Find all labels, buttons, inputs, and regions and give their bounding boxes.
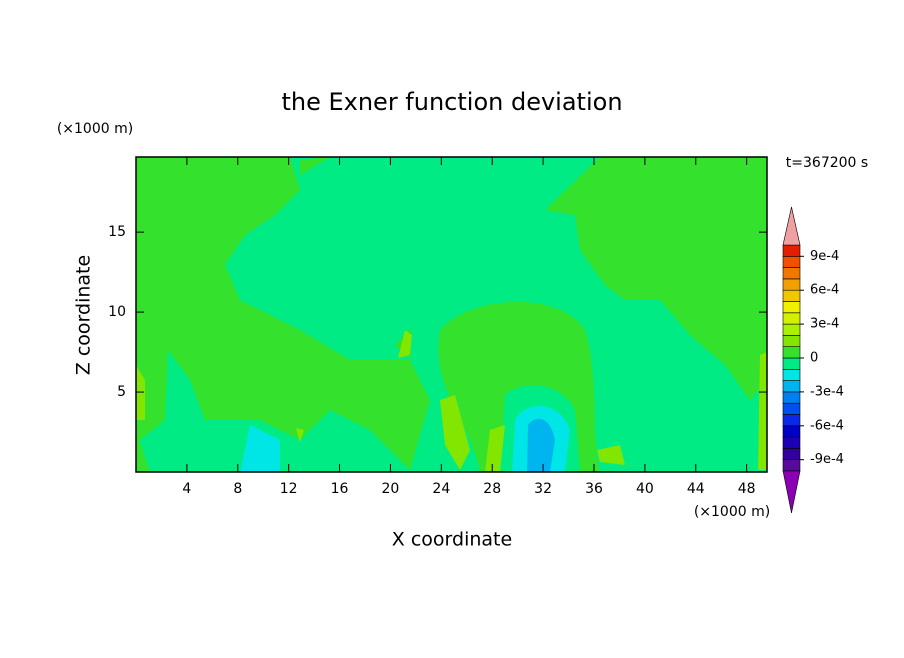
y-axis-title: Z coordinate bbox=[73, 255, 95, 375]
colorbar-label: 9e-4 bbox=[810, 249, 839, 264]
colorbar-box bbox=[782, 335, 801, 347]
colorbar-label: 6e-4 bbox=[810, 283, 839, 298]
y-tick-label: 15 bbox=[108, 224, 126, 240]
colorbar-box bbox=[782, 448, 801, 460]
colorbar-box bbox=[782, 459, 801, 472]
y-tick-label: 10 bbox=[108, 304, 126, 320]
colorbar-box bbox=[782, 436, 801, 449]
y-unit: (×1000 m) bbox=[57, 121, 133, 137]
colorbar-box bbox=[782, 346, 801, 359]
x-tick-label: 36 bbox=[585, 481, 603, 497]
x-tick-label: 16 bbox=[331, 481, 349, 497]
colorbar-box bbox=[782, 289, 801, 302]
x-tick-label: 24 bbox=[432, 481, 450, 497]
x-tick-label: 28 bbox=[483, 481, 501, 497]
x-tick-label: 8 bbox=[233, 481, 242, 497]
colorbar-extend bbox=[782, 470, 801, 514]
contour-region bbox=[136, 352, 767, 472]
colorbar-box bbox=[782, 391, 801, 404]
colorbar-box bbox=[782, 255, 801, 268]
contour-region bbox=[527, 418, 555, 472]
x-tick-label: 4 bbox=[182, 481, 191, 497]
colorbar-label: 3e-4 bbox=[810, 317, 839, 332]
x-tick-label: 12 bbox=[280, 481, 298, 497]
colorbar-label: -9e-4 bbox=[810, 452, 844, 467]
colorbar-box bbox=[782, 278, 801, 291]
colorbar-box bbox=[782, 380, 801, 393]
plot-frame bbox=[135, 156, 768, 473]
colorbar-box bbox=[782, 312, 801, 325]
colorbar-box bbox=[782, 425, 801, 438]
x-tick-label: 20 bbox=[382, 481, 400, 497]
contour-region bbox=[398, 330, 412, 358]
colorbar-box bbox=[782, 323, 801, 336]
colorbar-label: 0 bbox=[810, 351, 818, 366]
annotation: t=367200 s bbox=[786, 155, 868, 171]
colorbar-box bbox=[782, 402, 801, 415]
colorbar-label: -6e-4 bbox=[810, 418, 844, 433]
field bbox=[136, 157, 767, 472]
x-tick-label: 40 bbox=[636, 481, 654, 497]
colorbar-extend bbox=[782, 206, 801, 246]
colorbar-box bbox=[782, 267, 801, 280]
contour-region bbox=[136, 157, 767, 472]
colorbar-box bbox=[782, 368, 801, 381]
colorbar-box bbox=[782, 244, 801, 257]
colorbar-box bbox=[782, 357, 801, 370]
colorbar-box bbox=[782, 301, 801, 314]
x-tick-label: 48 bbox=[738, 481, 756, 497]
y-tick-label: 5 bbox=[117, 384, 126, 400]
contour-region bbox=[650, 350, 735, 472]
colorbar-label: -3e-4 bbox=[810, 384, 844, 399]
chart-title: the Exner function deviation bbox=[281, 88, 622, 116]
x-tick-label: 44 bbox=[687, 481, 705, 497]
x-tick-label: 32 bbox=[534, 481, 552, 497]
x-unit: (×1000 m) bbox=[694, 504, 770, 520]
colorbar-box bbox=[782, 414, 801, 427]
x-axis-title: X coordinate bbox=[392, 529, 512, 551]
